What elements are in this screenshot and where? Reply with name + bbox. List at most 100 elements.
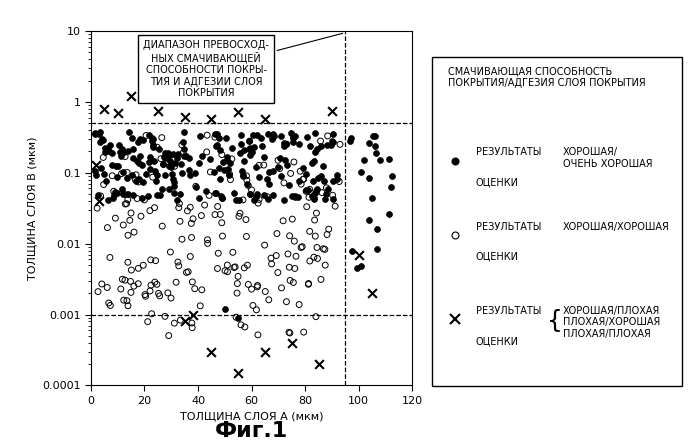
Point <box>312 186 323 193</box>
Point <box>166 171 178 178</box>
Point <box>249 144 260 151</box>
Point <box>251 306 262 313</box>
Point <box>238 171 249 179</box>
Point <box>233 314 244 321</box>
Point <box>175 317 186 324</box>
Point <box>157 160 168 167</box>
Point <box>112 109 123 117</box>
Point <box>369 143 380 150</box>
Point <box>308 195 319 202</box>
Point <box>144 207 155 214</box>
Point <box>311 210 322 217</box>
Point <box>215 146 226 153</box>
Point <box>264 168 275 175</box>
Point <box>268 131 279 138</box>
Point <box>261 193 273 200</box>
Point <box>187 319 198 326</box>
Point <box>289 132 301 139</box>
Point <box>122 259 134 266</box>
Point <box>95 192 106 199</box>
Point <box>284 264 295 271</box>
Point <box>255 135 266 142</box>
Point <box>294 168 305 175</box>
Point <box>312 145 323 152</box>
Point <box>150 167 161 175</box>
Point <box>107 194 118 202</box>
Point <box>153 290 164 297</box>
Point <box>133 139 144 146</box>
Point <box>168 178 180 185</box>
Point <box>225 176 236 183</box>
Point <box>170 159 181 167</box>
Point <box>304 257 315 264</box>
Point <box>173 262 185 269</box>
Point <box>199 202 210 209</box>
Point <box>316 143 327 150</box>
Point <box>319 261 331 268</box>
Point <box>219 167 230 174</box>
Text: ХОРОШАЯ/ХОРОШАЯ: ХОРОШАЯ/ХОРОШАЯ <box>563 222 670 232</box>
Point <box>254 196 265 203</box>
Point <box>140 132 152 139</box>
Point <box>147 174 159 181</box>
Point <box>184 154 195 161</box>
Point <box>216 195 227 202</box>
Point <box>112 163 123 170</box>
Point <box>308 254 319 261</box>
Point <box>345 138 356 145</box>
Point <box>246 148 257 155</box>
Point <box>122 302 134 309</box>
Point <box>313 361 324 368</box>
Point <box>125 210 136 217</box>
Point <box>259 115 271 122</box>
Point <box>266 136 278 143</box>
Point <box>285 170 296 177</box>
Point <box>264 296 275 303</box>
Point <box>152 144 163 151</box>
Point <box>322 185 333 192</box>
Point <box>152 171 163 179</box>
Point <box>134 153 145 160</box>
Point <box>165 249 176 256</box>
Point <box>236 321 247 328</box>
Point <box>202 236 213 243</box>
Point <box>351 264 362 272</box>
Point <box>136 161 147 168</box>
Point <box>287 132 298 140</box>
Point <box>91 161 102 168</box>
Point <box>150 178 161 185</box>
Point <box>282 162 293 169</box>
Point <box>231 314 242 321</box>
Point <box>304 143 315 150</box>
Point <box>176 236 187 243</box>
Point <box>216 193 227 200</box>
Point <box>174 200 185 207</box>
Point <box>152 191 163 198</box>
Point <box>205 168 216 175</box>
Point <box>178 139 189 146</box>
Point <box>322 132 333 140</box>
Point <box>298 175 309 183</box>
Point <box>386 184 397 191</box>
Point <box>176 169 187 176</box>
Point <box>261 175 273 183</box>
Point <box>383 211 394 218</box>
Point <box>310 129 321 136</box>
Point <box>131 195 143 202</box>
Point <box>210 211 221 218</box>
Point <box>217 194 228 201</box>
Point <box>190 183 201 190</box>
Point <box>162 149 173 156</box>
Point <box>139 291 150 298</box>
Text: ДИАПАЗОН ПРЕВОСХОД-
НЫХ СМАЧИВАЮЩЕЙ
СПОСОБНОСТИ ПОКРЫ-
ТИЯ И АДГЕЗИИ СЛОЯ
ПОКРЫТ: ДИАПАЗОН ПРЕВОСХОД- НЫХ СМАЧИВАЮЩЕЙ СПОС… <box>143 33 343 98</box>
Point <box>278 142 289 149</box>
Point <box>289 194 301 201</box>
Point <box>183 167 194 174</box>
Point <box>238 147 250 154</box>
Point <box>133 179 144 186</box>
Point <box>236 140 247 148</box>
Point <box>163 186 174 193</box>
Point <box>92 205 103 212</box>
Point <box>89 129 101 136</box>
Point <box>154 292 165 299</box>
